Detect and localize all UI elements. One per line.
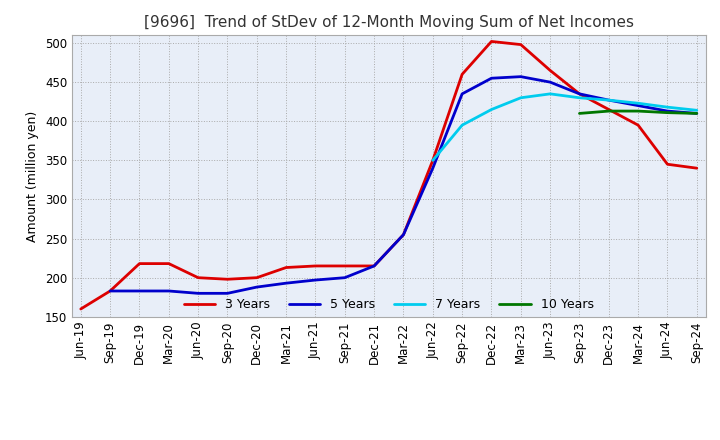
7 Years: [663, 105, 672, 110]
3 Years: [693, 165, 701, 171]
3 Years: [311, 263, 320, 268]
3 Years: [370, 263, 379, 268]
3 Years: [605, 107, 613, 112]
10 Years: [575, 111, 584, 116]
3 Years: [76, 306, 85, 312]
5 Years: [164, 288, 173, 293]
5 Years: [106, 288, 114, 293]
3 Years: [546, 68, 554, 73]
5 Years: [605, 98, 613, 103]
7 Years: [575, 95, 584, 100]
5 Years: [458, 91, 467, 96]
5 Years: [693, 111, 701, 116]
5 Years: [253, 284, 261, 290]
7 Years: [693, 108, 701, 113]
5 Years: [194, 291, 202, 296]
3 Years: [282, 265, 290, 270]
5 Years: [634, 103, 642, 108]
3 Years: [516, 42, 525, 47]
7 Years: [487, 107, 496, 112]
Y-axis label: Amount (million yen): Amount (million yen): [27, 110, 40, 242]
3 Years: [575, 91, 584, 96]
7 Years: [605, 98, 613, 103]
7 Years: [516, 95, 525, 100]
Line: 7 Years: 7 Years: [433, 94, 697, 160]
10 Years: [693, 111, 701, 116]
5 Years: [546, 80, 554, 85]
3 Years: [135, 261, 144, 266]
5 Years: [516, 74, 525, 79]
3 Years: [458, 72, 467, 77]
3 Years: [194, 275, 202, 280]
3 Years: [399, 232, 408, 237]
10 Years: [605, 108, 613, 114]
Line: 5 Years: 5 Years: [110, 77, 697, 293]
Title: [9696]  Trend of StDev of 12-Month Moving Sum of Net Incomes: [9696] Trend of StDev of 12-Month Moving…: [144, 15, 634, 30]
5 Years: [282, 281, 290, 286]
Line: 3 Years: 3 Years: [81, 41, 697, 309]
3 Years: [428, 158, 437, 163]
5 Years: [311, 277, 320, 282]
3 Years: [663, 161, 672, 167]
5 Years: [223, 291, 232, 296]
3 Years: [634, 122, 642, 128]
3 Years: [223, 277, 232, 282]
7 Years: [428, 158, 437, 163]
5 Years: [135, 288, 144, 293]
5 Years: [487, 76, 496, 81]
5 Years: [399, 232, 408, 237]
5 Years: [575, 91, 584, 96]
Line: 10 Years: 10 Years: [580, 111, 697, 114]
5 Years: [341, 275, 349, 280]
3 Years: [487, 39, 496, 44]
3 Years: [341, 263, 349, 268]
7 Years: [634, 101, 642, 106]
5 Years: [370, 263, 379, 268]
10 Years: [663, 110, 672, 115]
5 Years: [428, 165, 437, 171]
3 Years: [253, 275, 261, 280]
3 Years: [106, 288, 114, 293]
7 Years: [458, 122, 467, 128]
3 Years: [164, 261, 173, 266]
5 Years: [663, 108, 672, 114]
Legend: 3 Years, 5 Years, 7 Years, 10 Years: 3 Years, 5 Years, 7 Years, 10 Years: [179, 293, 598, 316]
10 Years: [634, 108, 642, 114]
7 Years: [546, 91, 554, 96]
